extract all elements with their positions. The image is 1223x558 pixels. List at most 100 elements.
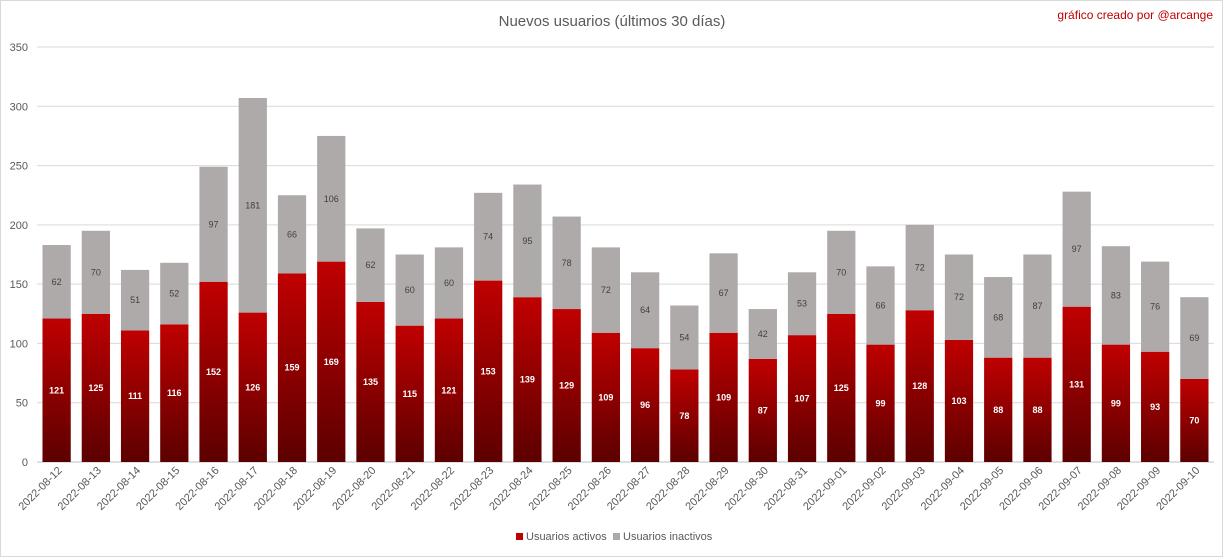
data-label-inactive: 62 <box>52 277 62 287</box>
bar-active <box>1180 379 1209 462</box>
bar-inactive <box>1062 191 1091 307</box>
data-label-inactive: 60 <box>405 285 415 295</box>
bar-inactive <box>513 184 542 298</box>
data-label-active: 115 <box>402 389 417 399</box>
bar-active <box>1101 344 1131 462</box>
data-label-inactive: 76 <box>1150 302 1160 312</box>
data-label-active: 103 <box>951 396 966 406</box>
bar-active <box>513 297 542 462</box>
legend-swatch-inactive <box>613 533 620 540</box>
data-label-active: 109 <box>716 392 731 402</box>
bar-inactive <box>944 254 974 340</box>
data-label-inactive: 83 <box>1111 290 1121 300</box>
data-label-inactive: 69 <box>1189 333 1199 343</box>
y-tick-label: 100 <box>10 338 28 350</box>
data-label-inactive: 60 <box>444 278 454 288</box>
data-label-active: 135 <box>363 377 378 387</box>
bar-active <box>160 324 189 462</box>
data-label-active: 121 <box>49 385 64 395</box>
x-axis-ticks: 2022-08-122022-08-132022-08-142022-08-15… <box>16 465 1202 513</box>
bar-inactive <box>160 262 189 325</box>
data-label-active: 153 <box>481 366 496 376</box>
bar-inactive <box>552 216 581 310</box>
data-label-active: 107 <box>795 394 810 404</box>
bar-active <box>748 358 777 462</box>
data-label-active: 126 <box>245 382 260 392</box>
bar-inactive <box>199 166 228 282</box>
bar-active <box>199 281 228 462</box>
bar-active <box>120 330 150 462</box>
bar-inactive <box>42 245 71 319</box>
bar-active <box>81 313 110 462</box>
data-label-active: 139 <box>520 375 535 385</box>
data-label-inactive: 68 <box>993 312 1003 322</box>
bar-active <box>474 280 503 462</box>
bar-inactive <box>356 228 385 302</box>
bar-active <box>709 332 738 462</box>
data-label-inactive: 66 <box>876 300 886 310</box>
bar-active <box>1023 357 1052 462</box>
bar-active <box>395 325 424 462</box>
bar-active <box>827 313 856 462</box>
data-label-active: 131 <box>1069 379 1084 389</box>
y-tick-label: 0 <box>22 457 28 469</box>
data-label-inactive: 97 <box>1072 244 1082 254</box>
data-label-inactive: 106 <box>324 194 339 204</box>
legend-swatch-active <box>516 533 523 540</box>
bar-inactive <box>866 266 895 345</box>
bar-active <box>944 339 974 462</box>
data-label-active: 121 <box>441 385 456 395</box>
data-label-inactive: 72 <box>915 263 925 273</box>
bar-inactive <box>984 277 1013 358</box>
bar-inactive <box>630 272 660 349</box>
data-label-active: 129 <box>559 381 574 391</box>
data-label-inactive: 66 <box>287 229 297 239</box>
y-tick-label: 250 <box>10 161 28 173</box>
data-label-inactive: 78 <box>562 258 572 268</box>
legend-label-inactive: Usuarios inactivos <box>623 531 713 543</box>
data-label-active: 88 <box>993 405 1003 415</box>
bar-inactive <box>434 247 464 319</box>
data-label-active: 78 <box>679 411 689 421</box>
bar-inactive <box>238 97 267 313</box>
bar-active <box>356 301 385 462</box>
data-label-active: 99 <box>876 398 886 408</box>
bar-inactive <box>1180 297 1209 379</box>
bar-active <box>905 310 934 462</box>
data-label-inactive: 67 <box>719 288 729 298</box>
data-label-active: 111 <box>128 391 142 401</box>
data-label-active: 87 <box>758 405 768 415</box>
bar-active <box>434 318 464 462</box>
data-label-inactive: 51 <box>130 295 140 305</box>
data-label-inactive: 72 <box>954 292 964 302</box>
bar-inactive <box>670 305 699 370</box>
data-label-inactive: 97 <box>209 219 219 229</box>
legend-label-active: Usuarios activos <box>526 531 607 543</box>
data-label-active: 99 <box>1111 398 1121 408</box>
bar-active <box>630 348 660 462</box>
data-label-active: 159 <box>285 363 300 373</box>
bar-inactive <box>748 309 777 359</box>
data-label-active: 88 <box>1032 405 1042 415</box>
data-label-inactive: 53 <box>797 299 807 309</box>
gridlines <box>37 46 1214 463</box>
bar-inactive <box>709 253 738 333</box>
y-tick-label: 150 <box>10 279 28 291</box>
data-label-inactive: 72 <box>601 285 611 295</box>
bar-inactive <box>787 272 817 336</box>
data-label-inactive: 70 <box>91 267 101 277</box>
data-label-active: 152 <box>206 367 221 377</box>
data-label-inactive: 54 <box>679 333 689 343</box>
data-label-active: 169 <box>324 357 339 367</box>
data-label-active: 70 <box>1189 416 1199 426</box>
bar-inactive <box>277 195 307 274</box>
bar-active <box>317 261 346 462</box>
bar-active <box>552 309 581 462</box>
data-label-inactive: 62 <box>365 260 375 270</box>
bar-active <box>42 318 71 462</box>
y-tick-label: 200 <box>10 220 28 232</box>
bar-inactive <box>1141 261 1170 352</box>
bar-inactive <box>120 269 150 331</box>
bar-inactive <box>474 192 503 281</box>
